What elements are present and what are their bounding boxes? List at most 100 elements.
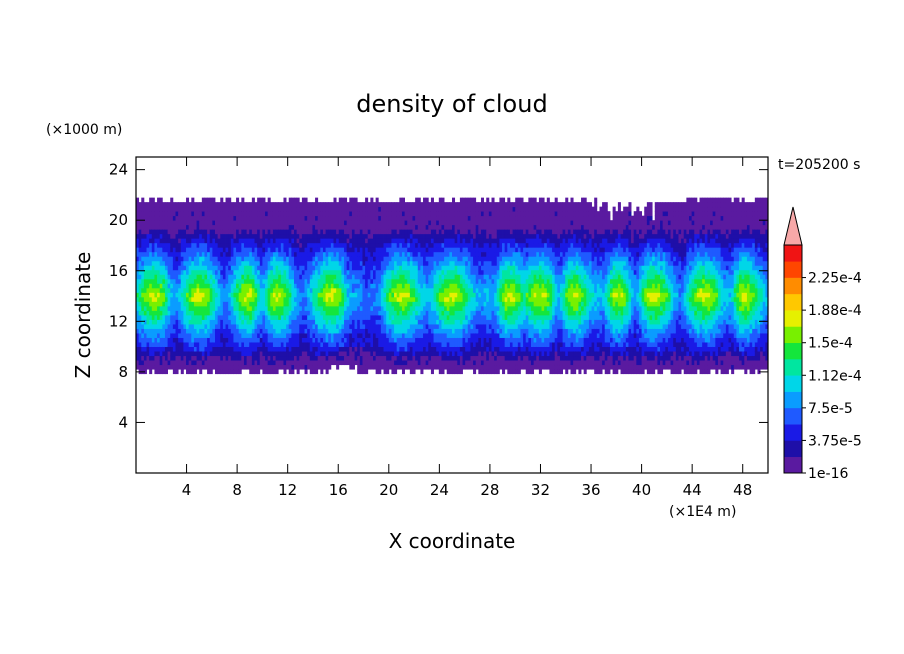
density-cell xyxy=(446,292,450,298)
density-cell xyxy=(199,247,203,253)
density-cell xyxy=(399,251,403,257)
density-cell xyxy=(243,355,247,361)
density-cell xyxy=(143,351,147,357)
density-cell xyxy=(199,224,203,230)
density-cell xyxy=(344,265,348,271)
density-cell xyxy=(454,364,458,370)
density-cell xyxy=(136,301,140,307)
density-cell xyxy=(375,242,379,248)
density-cell xyxy=(301,206,305,212)
density-cell xyxy=(438,233,442,239)
density-cell xyxy=(241,274,245,280)
density-cell xyxy=(143,355,147,361)
density-cell xyxy=(322,346,326,352)
density-cell xyxy=(149,269,153,275)
density-cell xyxy=(317,342,321,347)
density-cell xyxy=(143,364,147,370)
density-cell xyxy=(296,310,300,316)
density-cell xyxy=(209,220,213,226)
density-cell xyxy=(238,296,242,302)
density-cell xyxy=(351,310,355,316)
density-cell xyxy=(438,197,442,203)
density-cell xyxy=(241,283,245,289)
density-cell xyxy=(207,251,211,257)
density-cell xyxy=(312,283,316,289)
density-cell xyxy=(138,319,142,325)
density-cell xyxy=(186,197,190,203)
density-cell xyxy=(212,265,216,271)
density-cell xyxy=(162,355,166,361)
density-cell xyxy=(449,315,453,320)
density-cell xyxy=(209,301,213,307)
density-cell xyxy=(280,238,284,244)
density-cell xyxy=(301,256,305,262)
density-cell xyxy=(475,265,479,271)
density-cell xyxy=(204,269,208,275)
density-cell xyxy=(362,310,366,316)
density-cell xyxy=(338,310,342,316)
density-cell xyxy=(375,301,379,307)
density-cell xyxy=(459,310,463,316)
density-cell xyxy=(344,283,348,289)
density-cell xyxy=(325,305,329,311)
density-cell xyxy=(222,292,226,298)
density-cell xyxy=(301,283,305,289)
density-cell xyxy=(246,220,250,226)
density-cell xyxy=(138,337,142,343)
density-cell xyxy=(344,202,348,208)
density-cell xyxy=(201,278,205,284)
density-cell xyxy=(417,333,421,338)
density-cell xyxy=(262,355,266,361)
density-cell xyxy=(301,305,305,311)
density-cell xyxy=(430,360,434,366)
density-cell xyxy=(423,296,427,302)
density-cell xyxy=(220,247,224,253)
density-cell xyxy=(230,296,234,302)
density-cell xyxy=(188,292,192,298)
density-cell xyxy=(375,319,379,325)
density-cell xyxy=(217,310,221,316)
density-cell xyxy=(428,251,432,257)
density-cell xyxy=(404,242,408,248)
density-cell xyxy=(291,301,295,307)
density-cell xyxy=(433,215,437,221)
density-cell xyxy=(383,346,387,352)
density-cell xyxy=(338,233,342,239)
density-cell xyxy=(446,333,450,338)
density-cell xyxy=(193,292,197,298)
density-cell xyxy=(412,296,416,302)
density-cell xyxy=(143,256,147,262)
density-cell xyxy=(151,337,155,343)
density-cell xyxy=(446,305,450,311)
density-cell xyxy=(317,324,321,329)
density-cell xyxy=(312,238,316,244)
density-cell xyxy=(383,211,387,217)
density-cell xyxy=(164,283,168,289)
density-cell xyxy=(467,364,471,370)
density-cell xyxy=(457,319,461,325)
density-cell xyxy=(454,256,458,262)
density-cell xyxy=(475,355,479,361)
density-cell xyxy=(222,355,226,361)
density-cell xyxy=(454,220,458,226)
density-cell xyxy=(170,364,174,370)
density-cell xyxy=(480,333,484,338)
density-cell xyxy=(254,211,258,217)
density-cell xyxy=(180,233,184,239)
density-cell xyxy=(367,274,371,280)
density-cell xyxy=(407,269,411,275)
density-cell xyxy=(328,224,332,230)
density-cell xyxy=(257,333,261,338)
density-cell xyxy=(217,337,221,343)
density-cell xyxy=(280,305,284,311)
density-cell xyxy=(265,355,269,361)
density-cell xyxy=(433,301,437,307)
density-cell xyxy=(196,269,200,275)
density-cell xyxy=(417,247,421,253)
density-cell xyxy=(291,369,295,375)
density-cell xyxy=(362,296,366,302)
density-cell xyxy=(446,274,450,280)
density-cell xyxy=(407,346,411,352)
density-cell xyxy=(399,337,403,343)
density-cell xyxy=(296,287,300,293)
